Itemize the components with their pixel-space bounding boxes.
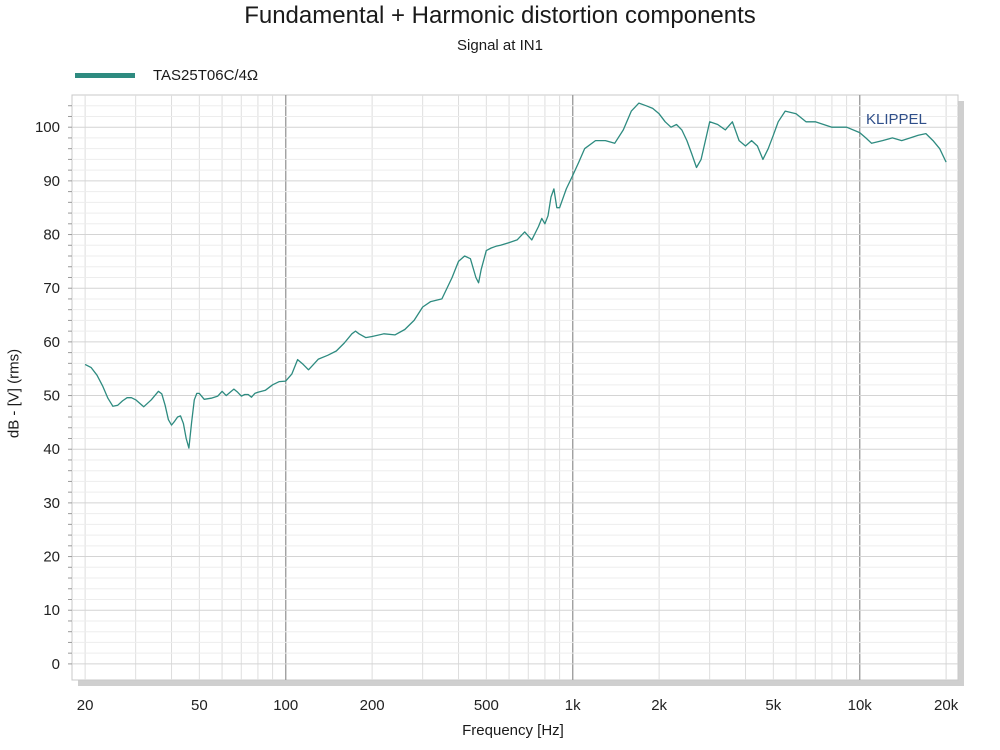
y-tick-label: 10: [43, 602, 60, 619]
plot-frame: [71, 94, 959, 681]
legend-swatch: [75, 72, 135, 78]
x-tick-label: 100: [273, 697, 298, 714]
grid: [68, 95, 958, 680]
y-tick-label: 60: [43, 334, 60, 351]
series-line: [84, 102, 947, 449]
y-tick-label: 70: [43, 280, 60, 297]
x-tick-label: 20k: [934, 697, 959, 714]
x-tick-label: 1k: [565, 697, 581, 714]
x-tick-label: 10k: [848, 697, 873, 714]
x-tick-label: 20: [77, 697, 94, 714]
y-axis-label: dB - [V] (rms): [5, 348, 23, 439]
x-tick-label: 500: [474, 697, 499, 714]
watermark-label: KLIPPEL: [866, 111, 927, 128]
legend: TAS25T06C/4Ω: [75, 64, 258, 86]
x-tick-label: 5k: [765, 697, 781, 714]
x-tick-label: 2k: [651, 697, 667, 714]
legend-label: TAS25T06C/4Ω: [153, 66, 259, 84]
y-tick-label: 50: [43, 388, 60, 405]
plot-shadow: [71, 94, 964, 686]
y-tick-label: 80: [43, 227, 60, 244]
y-tick-label: 40: [43, 441, 60, 458]
y-tick-label: 0: [52, 656, 60, 673]
x-axis-label: Frequency [Hz]: [462, 722, 564, 739]
x-tick-label: 200: [360, 697, 385, 714]
tick-labels: 0 10 20 30 40 50 60 70 80 90 100 20 50 100 200 500 1k 2k 5…: [35, 119, 959, 714]
chart-title: Fundamental + Harmonic distortion compon…: [244, 2, 756, 29]
series-layer: [84, 102, 947, 449]
y-tick-label: 30: [43, 495, 60, 512]
x-tick-label: 50: [191, 697, 208, 714]
chart-subtitle: Signal at IN1: [457, 37, 543, 54]
y-tick-label: 100: [35, 119, 60, 136]
y-tick-label: 20: [43, 549, 60, 566]
y-tick-label: 90: [43, 173, 60, 190]
